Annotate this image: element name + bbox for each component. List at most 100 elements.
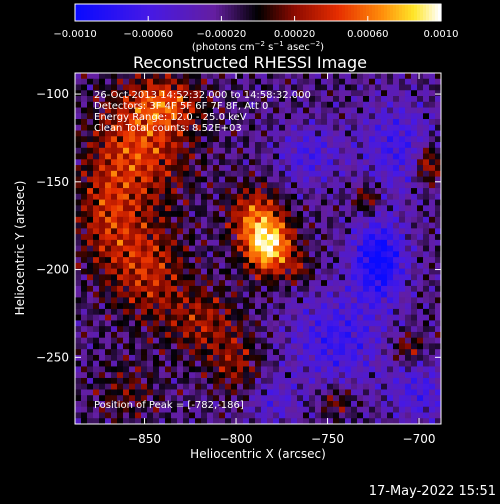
colorbar-cell <box>264 4 268 21</box>
heatmap-cell <box>321 383 328 390</box>
heatmap-cell <box>153 337 160 344</box>
heatmap-cell <box>351 406 358 413</box>
heatmap-cell <box>141 96 148 103</box>
heatmap-cell <box>117 326 124 333</box>
heatmap-cell <box>81 343 88 350</box>
heatmap-cell <box>363 303 370 310</box>
heatmap-cell <box>177 280 184 287</box>
heatmap-cell <box>75 291 82 298</box>
heatmap-cell <box>231 170 238 178</box>
heatmap-cell <box>153 119 160 126</box>
heatmap-cell <box>249 165 256 172</box>
colorbar-cell <box>114 4 118 21</box>
heatmap-cell <box>279 176 286 183</box>
heatmap-cell <box>231 366 238 373</box>
heatmap-cell <box>213 412 220 419</box>
heatmap-cell <box>423 366 430 373</box>
heatmap-cell <box>363 130 370 137</box>
heatmap-cell <box>261 377 268 385</box>
heatmap-cell <box>135 153 142 160</box>
heatmap-cell <box>105 366 112 373</box>
heatmap-cell <box>135 280 142 287</box>
heatmap-cell <box>189 291 196 298</box>
colorbar-cell <box>243 4 247 21</box>
heatmap-cell <box>345 188 352 195</box>
heatmap-cell <box>135 257 142 264</box>
heatmap-cell <box>339 343 346 350</box>
heatmap-cell <box>267 297 274 304</box>
heatmap-cell <box>129 90 136 97</box>
heatmap-cell <box>219 303 226 310</box>
heatmap-cell <box>153 182 160 189</box>
heatmap-cell <box>237 389 244 396</box>
heatmap-cell <box>249 124 256 132</box>
heatmap-cell <box>405 170 412 178</box>
heatmap-cell <box>279 153 286 160</box>
heatmap-cell <box>327 372 334 379</box>
heatmap-cell <box>339 377 346 385</box>
colorbar-cell <box>363 4 367 21</box>
heatmap-cell <box>435 360 442 367</box>
heatmap-cell <box>111 188 118 195</box>
heatmap-cell <box>249 73 256 80</box>
heatmap-cell <box>369 366 376 373</box>
heatmap-cell <box>87 90 94 97</box>
heatmap-cell <box>189 354 196 362</box>
heatmap-cell <box>129 395 136 402</box>
heatmap-cell <box>213 78 220 86</box>
heatmap-cell <box>327 337 334 344</box>
heatmap-cell <box>195 326 202 333</box>
heatmap-cell <box>393 124 400 132</box>
heatmap-cell <box>117 303 124 310</box>
heatmap-cell <box>267 142 274 149</box>
heatmap-cell <box>99 262 106 270</box>
heatmap-cell <box>93 113 100 120</box>
heatmap-cell <box>327 216 334 224</box>
heatmap-cell <box>375 377 382 385</box>
heatmap-cell <box>333 188 340 195</box>
heatmap-cell <box>75 303 82 310</box>
heatmap-cell <box>177 354 184 362</box>
heatmap-cell <box>219 274 226 281</box>
heatmap-cell <box>369 136 376 143</box>
heatmap-cell <box>255 389 262 396</box>
heatmap-cell <box>273 337 280 344</box>
heatmap-cell <box>411 101 418 109</box>
heatmap-cell <box>411 165 418 172</box>
colorbar-cell <box>204 4 208 21</box>
heatmap-cell <box>327 96 334 103</box>
heatmap-cell <box>141 176 148 183</box>
heatmap-cell <box>207 245 214 252</box>
heatmap-cell <box>255 130 262 137</box>
heatmap-cell <box>135 211 142 218</box>
heatmap-cell <box>219 107 226 114</box>
heatmap-cell <box>165 366 172 373</box>
heatmap-cell <box>195 228 202 235</box>
heatmap-cell <box>405 343 412 350</box>
heatmap-cell <box>231 360 238 367</box>
heatmap-cell <box>339 159 346 166</box>
heatmap-cell <box>261 389 268 396</box>
heatmap-cell <box>273 159 280 166</box>
heatmap-cell <box>219 211 226 218</box>
heatmap-cell <box>165 222 172 229</box>
heatmap-cell <box>351 360 358 367</box>
heatmap-cell <box>375 314 382 321</box>
heatmap-cell <box>237 406 244 413</box>
heatmap-cell <box>213 354 220 362</box>
heatmap-cell <box>147 395 154 402</box>
heatmap-cell <box>225 354 232 362</box>
heatmap-cell <box>357 245 364 252</box>
heatmap-cell <box>363 199 370 206</box>
heatmap-cell <box>249 193 256 201</box>
heatmap-cell <box>273 383 280 390</box>
heatmap-cell <box>351 78 358 86</box>
colorbar-cell <box>219 4 223 21</box>
heatmap-cell <box>177 119 184 126</box>
heatmap-cell <box>141 337 148 344</box>
heatmap-cell <box>195 297 202 304</box>
heatmap-cell <box>117 170 124 178</box>
heatmap-cell <box>351 222 358 229</box>
heatmap-cell <box>255 349 262 356</box>
heatmap-cell <box>147 136 154 143</box>
